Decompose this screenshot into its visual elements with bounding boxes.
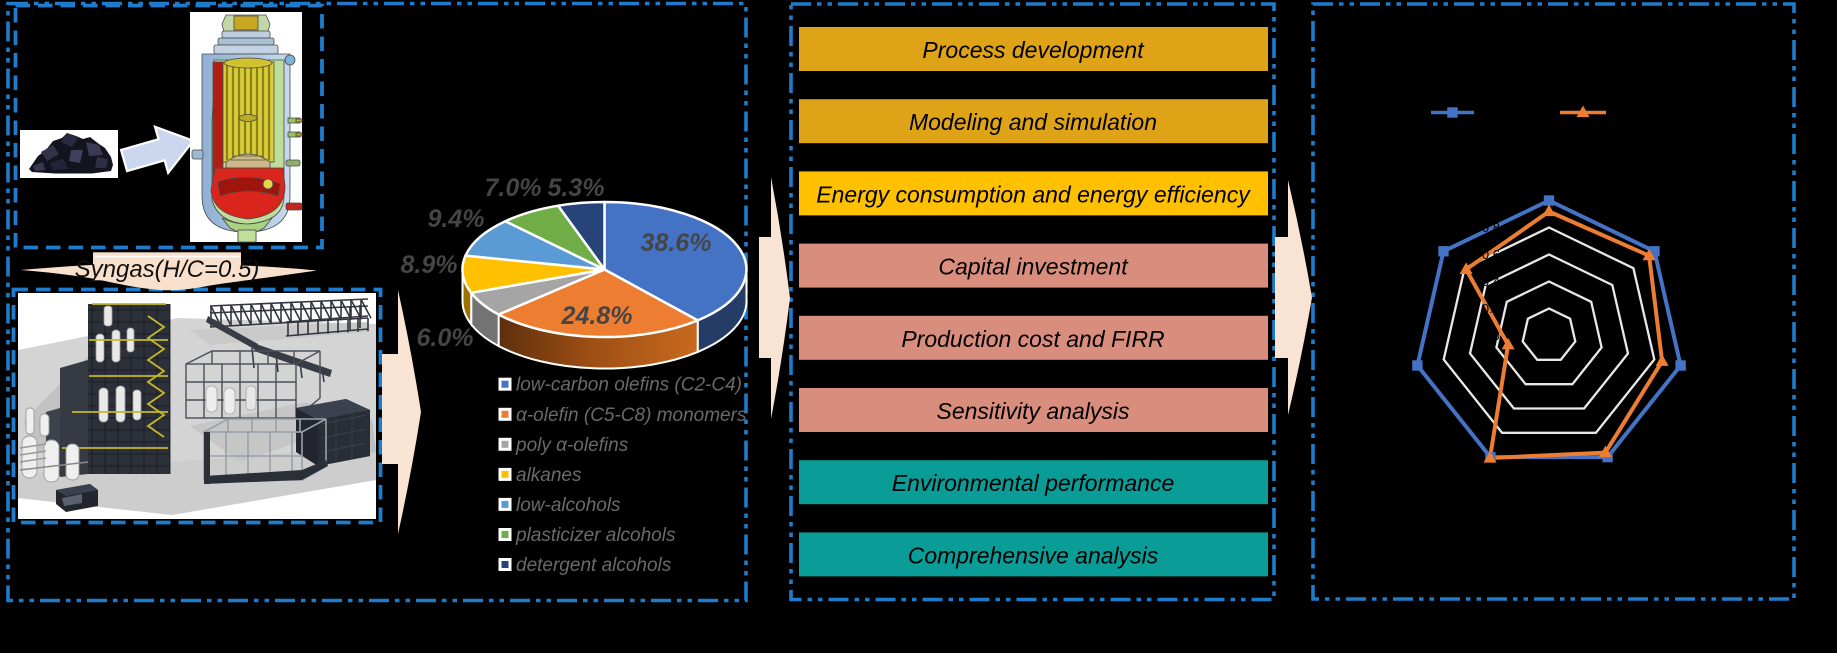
svg-text:Capital investment: Capital investment [938, 254, 1129, 280]
svg-text:plasticizer alcohols: plasticizer alcohols [515, 525, 676, 546]
svg-text:low-carbon olefins (C2-C4): low-carbon olefins (C2-C4) [516, 375, 742, 396]
svg-text:0.8: 0.8 [1482, 220, 1500, 235]
svg-text:0.2: 0.2 [1482, 301, 1500, 316]
svg-text:Environmental performance: Environmental performance [892, 470, 1175, 496]
svg-text:5.3%: 5.3% [548, 174, 605, 202]
svg-text:0.4: 0.4 [1482, 274, 1500, 289]
svg-text:Modeling and simulation: Modeling and simulation [909, 109, 1157, 135]
svg-text:Energy consumption and energy: Energy consumption and energy efficiency [816, 181, 1251, 207]
svg-text:1: 1 [1493, 193, 1500, 208]
svg-text:alkanes: alkanes [516, 465, 582, 486]
svg-text:Syngas(H/C=0.5): Syngas(H/C=0.5) [75, 256, 260, 283]
svg-text:7.0%: 7.0% [485, 174, 542, 202]
svg-text:detergent alcohols: detergent alcohols [516, 555, 672, 576]
svg-text:38.6%: 38.6% [641, 229, 712, 257]
svg-text:Comprehensive analysis: Comprehensive analysis [908, 542, 1159, 568]
svg-text:Production cost and FIRR: Production cost and FIRR [901, 326, 1164, 352]
svg-text:Sensitivity analysis: Sensitivity analysis [936, 398, 1130, 424]
svg-text:low-alcohols: low-alcohols [516, 495, 621, 516]
svg-text:8.9%: 8.9% [401, 251, 458, 279]
svg-text:Process development: Process development [922, 37, 1145, 63]
svg-text:poly α-olefins: poly α-olefins [515, 435, 629, 456]
svg-text:24.8%: 24.8% [561, 302, 633, 330]
svg-text:6.0%: 6.0% [417, 324, 474, 352]
svg-text:9.4%: 9.4% [428, 205, 485, 233]
svg-text:0.6: 0.6 [1482, 247, 1500, 262]
svg-text:0: 0 [1493, 328, 1500, 343]
svg-text:α-olefin (C5-C8) monomers: α-olefin (C5-C8) monomers [516, 405, 747, 426]
